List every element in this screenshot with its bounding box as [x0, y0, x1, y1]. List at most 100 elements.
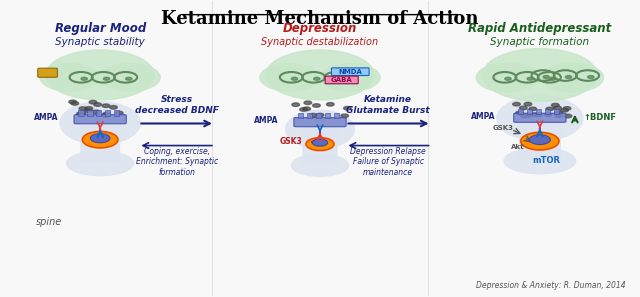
- Circle shape: [552, 103, 559, 107]
- Ellipse shape: [504, 148, 576, 174]
- FancyBboxPatch shape: [520, 115, 560, 159]
- Bar: [307, 113, 312, 119]
- Ellipse shape: [46, 50, 154, 100]
- Text: ↑BDNF: ↑BDNF: [583, 113, 616, 122]
- Circle shape: [77, 112, 84, 116]
- Circle shape: [84, 109, 92, 113]
- Circle shape: [513, 102, 520, 106]
- Circle shape: [505, 77, 511, 80]
- Circle shape: [292, 103, 300, 106]
- Circle shape: [83, 132, 118, 148]
- Circle shape: [543, 75, 549, 78]
- Ellipse shape: [291, 154, 349, 176]
- Circle shape: [529, 107, 536, 110]
- Text: Coping, exercise,
Enrichment: Synaptic
formation: Coping, exercise, Enrichment: Synaptic f…: [136, 147, 218, 177]
- Text: Ketamine Mechanism of Action: Ketamine Mechanism of Action: [161, 10, 479, 28]
- Ellipse shape: [497, 96, 583, 141]
- Circle shape: [516, 111, 524, 115]
- Circle shape: [125, 77, 132, 80]
- Ellipse shape: [67, 151, 134, 176]
- Text: Depression: Depression: [283, 22, 357, 35]
- Circle shape: [563, 107, 571, 110]
- Circle shape: [588, 75, 594, 78]
- Circle shape: [90, 134, 110, 143]
- Ellipse shape: [285, 110, 355, 148]
- Circle shape: [109, 105, 117, 109]
- Circle shape: [316, 113, 324, 117]
- Bar: [97, 110, 101, 116]
- Circle shape: [103, 77, 109, 80]
- Circle shape: [531, 113, 539, 116]
- Circle shape: [524, 114, 532, 117]
- Circle shape: [521, 114, 529, 118]
- Circle shape: [306, 138, 334, 151]
- Circle shape: [92, 110, 100, 114]
- Circle shape: [524, 102, 532, 106]
- Bar: [536, 109, 541, 114]
- Text: mTOR: mTOR: [532, 156, 560, 165]
- Circle shape: [546, 107, 554, 111]
- Ellipse shape: [60, 102, 140, 144]
- Bar: [316, 113, 321, 119]
- Circle shape: [309, 113, 317, 117]
- Circle shape: [85, 107, 93, 110]
- Circle shape: [565, 75, 572, 78]
- FancyBboxPatch shape: [332, 68, 369, 75]
- Text: Ketamine
Glutamate Burst: Ketamine Glutamate Burst: [346, 95, 430, 115]
- Circle shape: [534, 113, 542, 117]
- Ellipse shape: [100, 64, 160, 91]
- Ellipse shape: [540, 63, 604, 92]
- Circle shape: [555, 114, 563, 117]
- Text: Rapid Antidepressant: Rapid Antidepressant: [468, 22, 611, 35]
- Ellipse shape: [266, 50, 374, 100]
- Circle shape: [336, 77, 342, 80]
- Text: Akt: Akt: [511, 144, 524, 150]
- Bar: [518, 109, 524, 114]
- Circle shape: [102, 114, 109, 117]
- Text: Stress
decreased BDNF: Stress decreased BDNF: [134, 95, 219, 115]
- Ellipse shape: [40, 64, 100, 91]
- Circle shape: [520, 106, 527, 110]
- Circle shape: [303, 107, 310, 110]
- FancyBboxPatch shape: [81, 119, 120, 162]
- FancyBboxPatch shape: [303, 126, 337, 164]
- Circle shape: [555, 111, 563, 115]
- Text: GABA: GABA: [331, 77, 353, 83]
- Text: AMPA: AMPA: [34, 113, 59, 122]
- Text: GSK3: GSK3: [280, 137, 303, 146]
- Circle shape: [529, 135, 550, 145]
- Circle shape: [326, 102, 334, 106]
- Circle shape: [78, 112, 86, 115]
- Circle shape: [291, 77, 298, 80]
- FancyBboxPatch shape: [514, 113, 566, 122]
- Bar: [298, 113, 303, 119]
- Circle shape: [554, 106, 561, 110]
- Text: spine: spine: [36, 217, 62, 227]
- Text: Depression & Anxiety: R. Duman, 2014: Depression & Anxiety: R. Duman, 2014: [476, 281, 626, 290]
- Text: Regular Mood: Regular Mood: [54, 22, 146, 35]
- Text: AMPA: AMPA: [254, 116, 278, 125]
- Ellipse shape: [483, 48, 597, 101]
- Circle shape: [341, 114, 349, 118]
- Circle shape: [115, 111, 123, 115]
- FancyBboxPatch shape: [38, 68, 58, 77]
- Circle shape: [344, 106, 351, 110]
- Circle shape: [102, 104, 110, 108]
- Bar: [88, 110, 93, 116]
- Ellipse shape: [476, 63, 540, 92]
- Circle shape: [89, 100, 97, 104]
- Circle shape: [561, 108, 568, 112]
- Bar: [105, 110, 110, 116]
- Circle shape: [313, 104, 320, 107]
- Circle shape: [527, 77, 534, 80]
- Text: GSK3: GSK3: [492, 126, 513, 132]
- Circle shape: [521, 132, 559, 150]
- Text: Synaptic stability: Synaptic stability: [55, 37, 145, 47]
- FancyBboxPatch shape: [74, 115, 126, 124]
- FancyBboxPatch shape: [325, 76, 358, 84]
- Bar: [334, 113, 339, 119]
- Text: Depression Relapse
Failure of Synaptic
maintenance: Depression Relapse Failure of Synaptic m…: [350, 147, 426, 177]
- Circle shape: [549, 77, 556, 80]
- Circle shape: [545, 113, 552, 116]
- Bar: [554, 109, 559, 114]
